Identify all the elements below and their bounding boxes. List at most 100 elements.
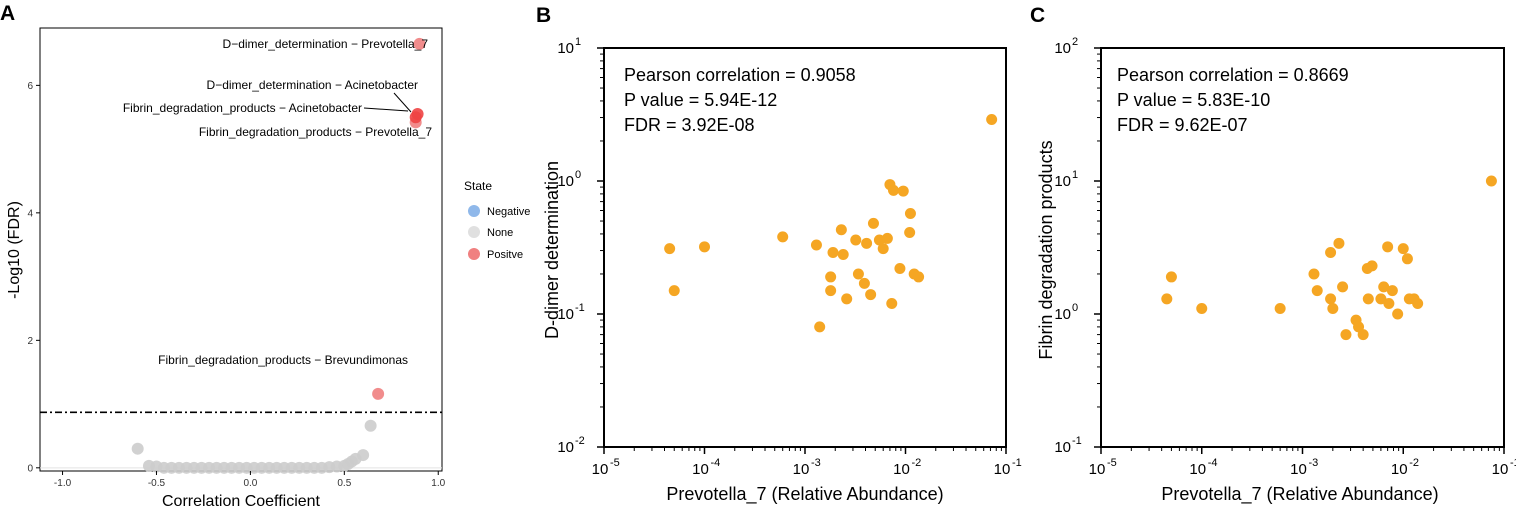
annotation-leader-1	[393, 92, 412, 113]
legend-label-none: None	[487, 227, 513, 239]
y-tick-label-a: 0	[27, 463, 33, 474]
plot-a-frame	[39, 27, 443, 472]
x-tick-exponent-c: -4	[1208, 457, 1218, 469]
data-point-b	[825, 285, 837, 297]
y-axis-label-c: Fibrin degradation products	[1036, 140, 1056, 359]
x-tick-label-b: 10	[893, 461, 910, 478]
data-point-b	[913, 271, 925, 283]
y-tick-label-a: 2	[27, 336, 33, 347]
stat-pvalue-b: P value = 5.94E-12	[624, 90, 777, 110]
annotation-fdp-brevundimonas: Fibrin_degradation_products − Brevundimo…	[158, 353, 408, 367]
data-point-c	[1378, 281, 1390, 293]
data-point-b	[699, 241, 710, 253]
x-tick-exponent-c: -5	[1107, 457, 1117, 469]
legend-label-positive: Positve	[487, 249, 523, 261]
x-tick-label-b: 10	[793, 461, 810, 478]
stat-fdr-c: FDR = 9.62E-07	[1117, 115, 1248, 135]
data-point-b	[825, 271, 837, 283]
point-positve	[372, 387, 385, 400]
legend-swatch-negative	[468, 205, 480, 217]
data-point-b	[867, 217, 879, 229]
y-axis-label-b: D-dimer determination	[542, 161, 562, 339]
x-tick-exponent-c: -1	[1510, 457, 1516, 469]
data-point-c	[1362, 293, 1374, 305]
data-point-c	[1392, 308, 1404, 320]
panel-label-a: A	[0, 2, 15, 25]
annotation-fdp-acinetobacter: Fibrin_degradation_products − Acinetobac…	[123, 101, 362, 115]
data-point-c	[1386, 285, 1398, 297]
y-tick-label-b: 10	[557, 173, 574, 190]
data-point-c	[1397, 243, 1409, 255]
data-point-b	[852, 268, 864, 280]
data-point-c	[1485, 175, 1497, 187]
data-point-c	[1308, 268, 1320, 280]
data-point-b	[837, 249, 849, 261]
annotation-ddimer-prevotella: D−dimer_determination − Prevotella_7	[223, 37, 429, 51]
x-axis-label-c: Prevotella_7 (Relative Abundance)	[1161, 484, 1438, 505]
point-none	[364, 419, 377, 432]
data-point-c	[1161, 293, 1173, 305]
volcano-plot: -1.0 -0.5 0.0 0.5 1.0 0 2 4 6 D−dimer_determinat…	[6, 27, 530, 510]
annotation-fdp-prevotella: Fibrin_degradation_products − Prevotella…	[199, 125, 432, 139]
stat-pearson-c: Pearson correlation = 0.8669	[1117, 65, 1349, 85]
data-point-b	[888, 184, 900, 196]
x-tick-exponent-b: -4	[711, 457, 721, 469]
x-tick-exponent-c: -2	[1409, 457, 1419, 469]
data-point-c	[1327, 302, 1339, 314]
data-point-c	[1340, 329, 1352, 341]
data-point-b	[986, 114, 998, 126]
x-tick-exponent-b: -3	[811, 457, 821, 469]
legend-swatch-positive	[468, 248, 480, 260]
data-point-b	[850, 234, 862, 246]
data-point-c	[1401, 253, 1413, 265]
x-tick-label-c: 10	[1290, 461, 1307, 478]
data-point-b	[841, 293, 853, 305]
x-axis-label-a: Correlation Coefficient	[162, 493, 321, 510]
annotation-leader-2	[363, 107, 409, 112]
legend-swatch-none	[468, 226, 480, 238]
y-tick-label-b: 10	[557, 306, 574, 323]
data-point-c	[1357, 329, 1369, 341]
y-tick-label-c: 10	[1054, 40, 1071, 57]
stat-fdr-b: FDR = 3.92E-08	[624, 115, 755, 135]
data-point-c	[1337, 281, 1349, 293]
data-point-b	[865, 289, 877, 301]
data-point-c	[1366, 260, 1378, 272]
data-point-c	[1196, 302, 1208, 314]
x-tick-label-c: 10	[1189, 461, 1206, 478]
data-point-b	[814, 321, 826, 333]
y-tick-exponent-c: 0	[1072, 302, 1078, 314]
data-point-c	[1333, 237, 1345, 249]
x-tick-exponent-b: -1	[1012, 457, 1022, 469]
point-none	[357, 449, 370, 462]
point-none	[131, 442, 144, 455]
data-point-b	[904, 207, 916, 219]
y-tick-label-a: 4	[27, 208, 33, 219]
data-point-b	[810, 239, 822, 251]
data-point-c	[1412, 297, 1424, 309]
point-positve	[413, 37, 426, 50]
data-point-b	[881, 232, 893, 244]
x-tick-label-a: 0.5	[337, 478, 351, 489]
x-tick-label-a: -0.5	[148, 478, 166, 489]
data-point-b	[835, 224, 847, 236]
x-tick-label-b: 10	[692, 461, 709, 478]
x-tick-label-b: 10	[994, 461, 1011, 478]
y-tick-exponent-b: 1	[575, 36, 581, 48]
x-axis-label-b: Prevotella_7 (Relative Abundance)	[666, 484, 943, 505]
panel-label-b: B	[536, 4, 551, 27]
data-point-b	[827, 247, 839, 259]
point-positve-highlight	[409, 111, 422, 124]
legend-title: State	[464, 179, 492, 193]
panel-label-c: C	[1030, 4, 1045, 27]
data-point-c	[1165, 271, 1177, 283]
y-tick-label-b: 10	[557, 40, 574, 57]
data-point-c	[1274, 302, 1286, 314]
data-point-c	[1375, 293, 1387, 305]
y-tick-label-b: 10	[557, 439, 574, 456]
data-point-c	[1325, 247, 1337, 259]
x-tick-label-c: 10	[1492, 461, 1509, 478]
x-tick-label-a: 0.0	[243, 478, 257, 489]
data-point-b	[777, 231, 789, 243]
